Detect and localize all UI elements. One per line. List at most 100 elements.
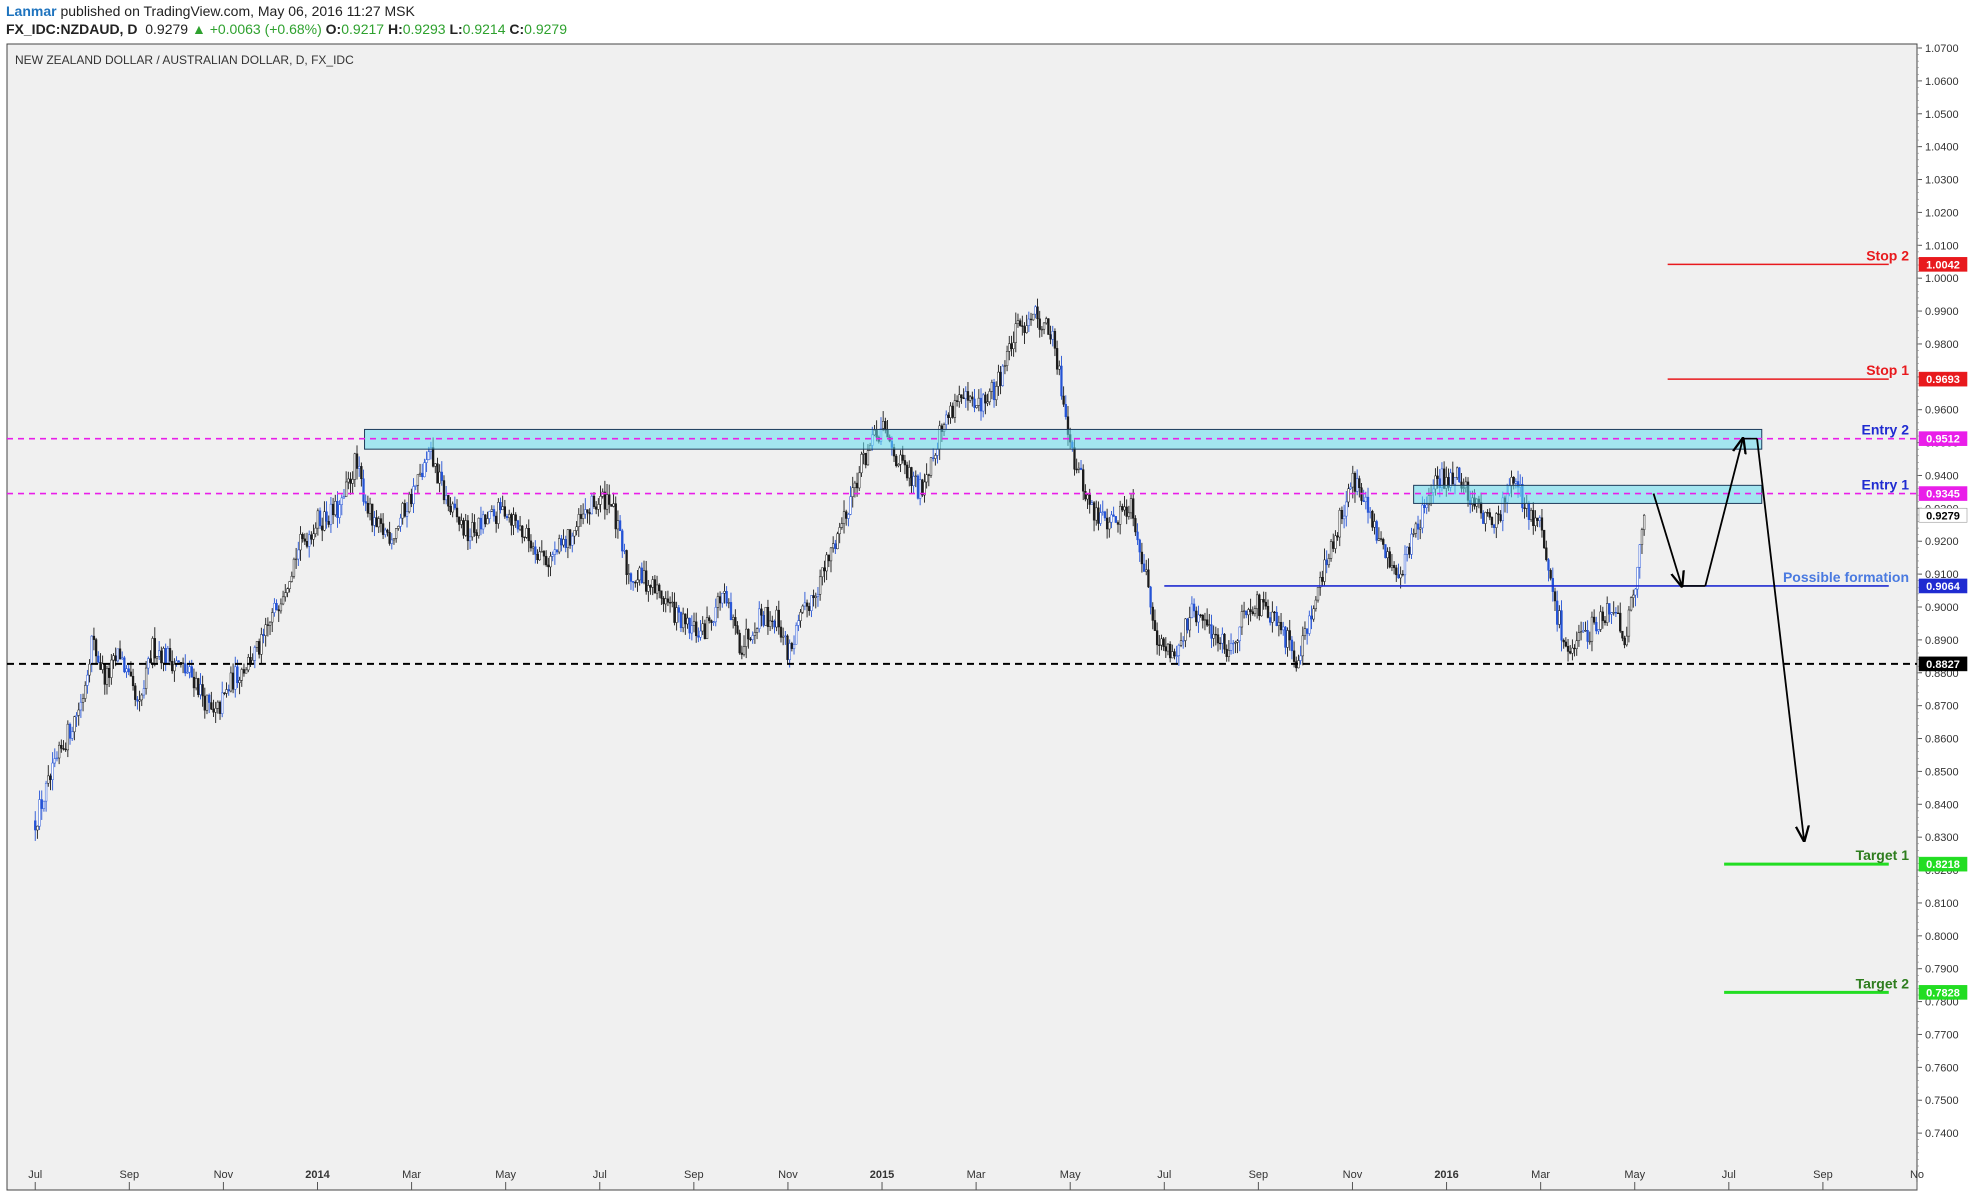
candle-body (908, 467, 911, 479)
candle-body (1577, 632, 1581, 641)
y-tick-label: 0.8500 (1925, 766, 1959, 778)
candle-body (845, 511, 848, 519)
candle-body (768, 620, 772, 627)
candle-body (1023, 326, 1026, 333)
candle-body (334, 500, 337, 516)
candle-body (1142, 563, 1146, 572)
candle-body (1412, 533, 1415, 535)
candle-body (1145, 569, 1148, 572)
candle-body (1403, 553, 1407, 576)
candle-body (1566, 645, 1570, 652)
candle-body (64, 748, 67, 751)
candle-body (668, 602, 672, 604)
candle-body (1395, 567, 1398, 576)
candle-body (1329, 541, 1333, 559)
y-tick-label: 0.8700 (1925, 701, 1959, 713)
candle-body (516, 520, 520, 530)
candle-body (1010, 343, 1013, 350)
candle-body (1190, 603, 1194, 618)
candle-body (1123, 506, 1126, 511)
candle-body (508, 514, 511, 518)
author-link[interactable]: Lanmar (6, 3, 57, 19)
candle-body (1219, 642, 1222, 645)
candle-body (851, 487, 854, 497)
x-tick-label: Sep (120, 1169, 140, 1181)
candle-body (1353, 473, 1357, 492)
candle-body (118, 648, 122, 660)
candle-body (464, 520, 467, 536)
candle-body (1247, 609, 1250, 616)
candle-body (884, 421, 887, 431)
candle-body (923, 481, 926, 496)
candle-body (1534, 517, 1537, 526)
candle-body (1325, 559, 1328, 566)
candle-body (99, 661, 102, 670)
candle-body (1032, 313, 1035, 321)
tag-target1: 0.8218 (1926, 859, 1960, 871)
candle-body (1290, 639, 1294, 652)
candle-body (97, 655, 100, 663)
candle-body (451, 503, 454, 513)
candle-body (431, 447, 435, 467)
x-tick-label: 2014 (305, 1169, 330, 1181)
candle-body (297, 549, 300, 560)
candle-body (1410, 533, 1413, 555)
candle-body (501, 506, 504, 511)
y-tick-label: 0.7400 (1925, 1128, 1959, 1140)
candle-body (284, 592, 287, 598)
candle-body (288, 581, 291, 589)
candle-body (1179, 640, 1183, 646)
candle-body (421, 472, 424, 478)
candle-body (899, 454, 902, 465)
candle-body (651, 579, 654, 588)
candle-body (1014, 323, 1017, 343)
candle-body (1127, 512, 1131, 517)
price-axis[interactable]: 1.0700 1.0600 1.0500 1.0400 1.0300 1.0200 1.01… (1917, 43, 1959, 1167)
candle-body (1021, 325, 1024, 327)
candle-body (394, 528, 398, 539)
candle-body (786, 635, 789, 660)
candle-body (1425, 504, 1428, 509)
plot-area[interactable] (6, 43, 1918, 1191)
x-tick-label: May (1060, 1169, 1081, 1181)
candle-body (1279, 621, 1283, 631)
candle-body (1286, 630, 1289, 648)
candle-body (710, 620, 713, 623)
entry1-zone[interactable] (1413, 484, 1763, 504)
candle-body (838, 527, 841, 535)
time-axis[interactable]: Jul Sep Nov 2014 Mar May Jul Sep Nov 2015 Mar May Ju… (28, 1169, 1924, 1190)
tag-entry1: 0.9345 (1926, 489, 1960, 501)
candle-body (1282, 626, 1285, 631)
candle-body (1260, 599, 1263, 617)
tag-target1-bg (1918, 856, 1968, 872)
candle-body (1586, 630, 1589, 642)
candle-body (1597, 629, 1600, 632)
candle-body (438, 471, 441, 484)
candle-body (925, 474, 928, 483)
x-tick-label: Nov (1343, 1169, 1363, 1181)
candle-body (416, 474, 420, 486)
candle-body (405, 511, 409, 517)
candle-body (1523, 507, 1526, 509)
candle-body (1336, 535, 1339, 538)
candle-body (858, 472, 861, 489)
x-tick-label: Mar (402, 1169, 421, 1181)
candle-body (842, 511, 846, 524)
candle-body (527, 528, 530, 542)
candle-body (401, 503, 404, 519)
candle-body (1149, 586, 1152, 608)
candle-body (1638, 544, 1641, 568)
x-tick-label: Sep (1813, 1169, 1833, 1181)
tag-stop2: 1.0042 (1926, 259, 1960, 271)
candle-body (40, 799, 43, 809)
candle-body (68, 723, 72, 739)
candle-body (1619, 612, 1622, 632)
candle-body (203, 695, 206, 711)
candle-body (514, 514, 517, 521)
candle-body (79, 701, 83, 711)
candle-body (988, 391, 991, 403)
candle-body (1025, 325, 1028, 333)
candle-body (782, 635, 785, 638)
candle-body (1116, 522, 1120, 525)
